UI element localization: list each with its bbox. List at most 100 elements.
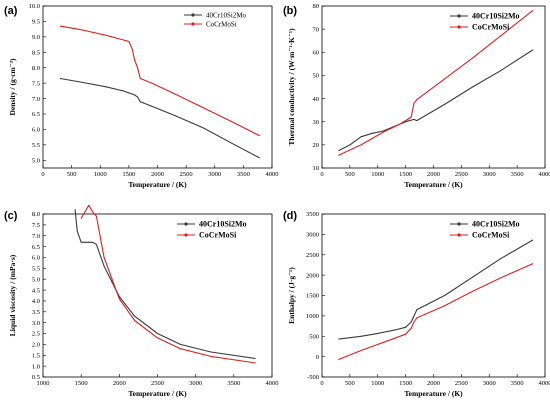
data-point (103, 265, 105, 267)
data-point (122, 39, 124, 41)
x-tick-label: 3500 (511, 380, 524, 387)
x-tick-label: 2000 (427, 171, 440, 178)
panel-b: (b) 0 500 1000 1500 2000 2500 3000 3500 4000 10 20… (283, 3, 550, 189)
legend-marker (457, 222, 461, 226)
x-tick-label: 500 (345, 171, 355, 178)
x-tick-label: 1000 (37, 380, 50, 387)
series-line-CoCrMoSi (60, 25, 260, 137)
y-axis-label: Enthalpy / (J·g⁻¹) (287, 267, 296, 324)
panel-b-label: (b) (283, 5, 297, 17)
legend-label: CoCrMoSi (472, 231, 510, 240)
legend-label: CoCrMoSi (472, 23, 510, 32)
x-axis-label: Temperature / (K) (404, 389, 463, 398)
data-point (95, 215, 97, 217)
data-point (59, 78, 61, 80)
y-axis-label: Density / (g·cm⁻³) (8, 58, 17, 116)
x-tick-label: 4000 (539, 380, 550, 387)
data-point (139, 78, 141, 80)
y-tick-label: 50 (313, 73, 320, 80)
series-line-CoCrMoSi (80, 204, 256, 364)
data-point (174, 93, 176, 95)
data-point (349, 144, 351, 146)
legend-marker (184, 233, 188, 237)
panel-a-plot: 0 500 1000 1500 2000 2500 3000 3500 4000 5.0 5.5 6.… (8, 3, 279, 189)
data-point (499, 70, 501, 72)
y-tick-label: 10 (313, 165, 320, 172)
x-tick-label: 4000 (266, 171, 279, 178)
y-axis-label: Liquid viscosity / (mPa·s) (8, 254, 17, 336)
y-tick-label: 40 (313, 96, 320, 103)
x-tick-label: 3500 (237, 171, 250, 178)
data-point (74, 209, 76, 211)
data-point (444, 78, 446, 80)
x-tick-label: 3000 (189, 380, 202, 387)
y-tick-label: 20 (313, 142, 320, 149)
panel-b-plot: 0 500 1000 1500 2000 2500 3000 3500 4000 10 20 30 40… (287, 3, 550, 189)
y-tick-label: 8.0 (32, 211, 40, 218)
data-point (59, 25, 61, 27)
y-tick-label: 10.0 (29, 3, 40, 10)
data-point (360, 144, 362, 146)
x-tick-label: 1500 (75, 380, 88, 387)
data-point (338, 154, 340, 156)
data-point (92, 211, 94, 213)
x-tick-label: 3000 (483, 171, 496, 178)
data-point (338, 150, 340, 152)
y-tick-label: 30 (313, 119, 320, 126)
legend-marker (457, 14, 461, 18)
legend-label: 40Cr10Si2Mo (472, 220, 520, 229)
x-tick-label: 2000 (113, 380, 126, 387)
panel-a: (a) 0 500 1000 1500 2000 2500 3000 3500 4000 5.0 5… (4, 3, 279, 189)
data-point (151, 82, 153, 84)
data-point (413, 315, 415, 317)
data-point (472, 86, 474, 88)
x-tick-label: 3500 (511, 171, 524, 178)
data-point (134, 59, 136, 61)
data-point (472, 290, 474, 292)
y-tick-label: 6.5 (32, 244, 40, 251)
data-point (134, 94, 136, 96)
data-point (472, 276, 474, 278)
x-axis-label: Temperature / (K) (128, 180, 187, 189)
data-point (377, 332, 379, 334)
x-tick-label: 3000 (483, 380, 496, 387)
data-point (405, 121, 407, 123)
y-tick-label: 500 (309, 333, 319, 340)
series-line-CoCrMoSi (338, 10, 534, 156)
data-point (179, 348, 181, 350)
data-point (84, 211, 86, 213)
x-tick-label: 4000 (266, 380, 279, 387)
data-point (84, 241, 86, 243)
data-point (532, 239, 534, 241)
data-point (532, 10, 534, 12)
data-point (231, 121, 233, 123)
data-point (338, 338, 340, 340)
data-point (105, 86, 107, 88)
data-point (382, 130, 384, 132)
plot-frame (42, 5, 273, 169)
y-tick-label: 5.5 (32, 266, 40, 273)
data-point (202, 127, 204, 129)
data-point (254, 358, 256, 360)
data-point (210, 355, 212, 357)
y-tick-label: 9.0 (32, 34, 40, 41)
y-tick-label: 70 (313, 26, 320, 33)
data-point (231, 142, 233, 144)
y-tick-label: 1.0 (32, 363, 40, 370)
data-point (92, 241, 94, 243)
data-point (410, 327, 412, 329)
y-tick-label: 9.5 (32, 19, 40, 26)
y-tick-label: 2500 (306, 252, 319, 259)
series-line-CoCrMoSi (338, 263, 533, 361)
y-tick-label: 1000 (306, 313, 319, 320)
y-tick-label: 1500 (306, 293, 319, 300)
panel-d: (d) 0 500 1000 1500 2000 2500 3000 3500 4000 -500… (283, 210, 550, 398)
x-tick-label: 4000 (539, 171, 550, 178)
data-point (416, 120, 418, 122)
data-point (413, 118, 415, 120)
y-tick-label: 4.0 (32, 298, 40, 305)
data-point (210, 351, 212, 353)
data-point (80, 241, 82, 243)
x-tick-label: 1500 (399, 380, 412, 387)
data-point (444, 295, 446, 296)
